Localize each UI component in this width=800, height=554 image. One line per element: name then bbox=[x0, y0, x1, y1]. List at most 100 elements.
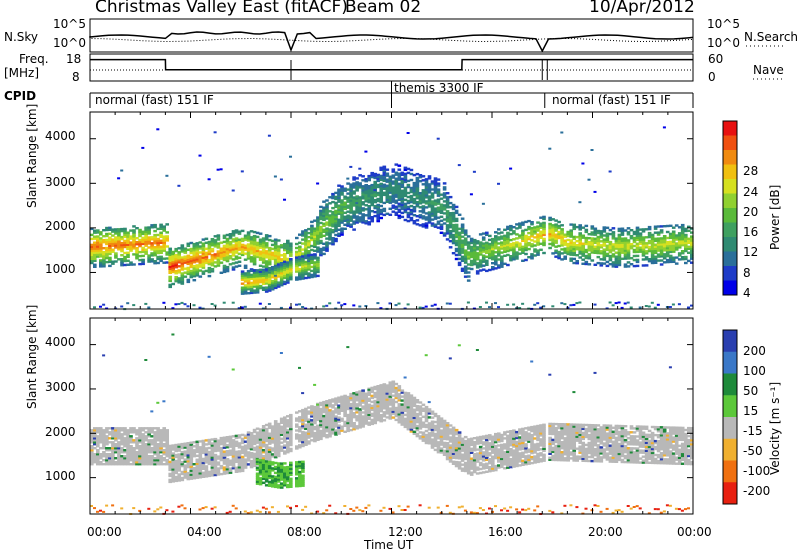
power-cell bbox=[322, 230, 326, 233]
power-cell bbox=[102, 303, 106, 306]
power-cell bbox=[563, 303, 567, 306]
power-cell bbox=[325, 249, 329, 252]
power-cell bbox=[249, 281, 254, 285]
velocity-cell bbox=[358, 394, 362, 397]
power-cell bbox=[276, 249, 281, 252]
velocity-cell bbox=[219, 438, 224, 442]
power-cell bbox=[207, 268, 212, 272]
power-cell bbox=[138, 250, 142, 254]
power-cell bbox=[279, 244, 284, 247]
velocity-cell bbox=[337, 426, 341, 429]
velocity-cell bbox=[270, 449, 275, 452]
velocity-cell bbox=[249, 438, 254, 441]
power-cell bbox=[430, 182, 435, 185]
power-cell bbox=[497, 246, 501, 249]
velocity-cell bbox=[141, 453, 145, 456]
power-cell bbox=[687, 251, 691, 254]
power-cell bbox=[608, 170, 612, 173]
power-cell bbox=[361, 179, 365, 182]
power-cell bbox=[406, 183, 411, 187]
velocity-cell bbox=[279, 476, 284, 479]
velocity-cell bbox=[129, 439, 133, 442]
velocity-cell bbox=[195, 450, 200, 453]
power-cell bbox=[617, 253, 622, 257]
power-cell bbox=[361, 221, 365, 224]
power-cell bbox=[554, 237, 558, 240]
power-cell bbox=[454, 235, 459, 239]
power-cell bbox=[316, 248, 320, 251]
power-cell bbox=[503, 250, 507, 253]
power-cell bbox=[283, 272, 287, 276]
velocity-cell bbox=[216, 455, 221, 458]
velocity-cell bbox=[219, 442, 224, 446]
power-cell bbox=[228, 245, 233, 248]
power-cell bbox=[635, 238, 640, 241]
power-cell bbox=[343, 219, 347, 222]
power-cell bbox=[289, 242, 293, 245]
velocity-cell bbox=[325, 426, 329, 429]
power-cell bbox=[114, 244, 118, 247]
power-cell bbox=[436, 184, 441, 187]
velocity-cell bbox=[325, 420, 329, 423]
power-cell bbox=[373, 200, 378, 204]
power-cell bbox=[454, 253, 459, 257]
velocity-cell bbox=[286, 451, 290, 454]
power-cell bbox=[258, 240, 263, 243]
power-cell bbox=[289, 258, 293, 261]
power-cell bbox=[521, 231, 525, 234]
velocity-cell bbox=[261, 506, 265, 509]
power-cell bbox=[301, 259, 305, 262]
power-cell bbox=[690, 257, 694, 260]
power-cell bbox=[301, 267, 305, 270]
power-cell bbox=[298, 257, 302, 261]
power-cell bbox=[249, 277, 254, 281]
power-cell bbox=[310, 273, 314, 277]
velocity-cell bbox=[340, 403, 344, 406]
power-cell bbox=[267, 246, 272, 250]
power-cell bbox=[108, 238, 112, 241]
power-cell bbox=[210, 244, 215, 247]
power-cell bbox=[313, 255, 317, 258]
velocity-cell bbox=[364, 400, 369, 403]
power-cell bbox=[560, 232, 564, 235]
power-cell bbox=[605, 236, 610, 239]
velocity-cell bbox=[367, 423, 372, 426]
velocity-cell bbox=[114, 427, 118, 430]
power-cell bbox=[279, 178, 283, 181]
velocity-cell bbox=[276, 474, 281, 477]
velocity-cell bbox=[90, 505, 94, 507]
power-cell bbox=[180, 266, 185, 269]
velocity-cell bbox=[153, 437, 157, 440]
velocity-cell bbox=[283, 446, 287, 449]
power-cell bbox=[602, 238, 607, 241]
velocity-cell bbox=[204, 459, 209, 462]
power-cell bbox=[536, 235, 540, 238]
power-cell bbox=[301, 275, 305, 278]
power-cell bbox=[289, 268, 293, 271]
velocity-cell bbox=[126, 429, 130, 432]
power-cell bbox=[497, 232, 501, 235]
power-cell bbox=[267, 248, 272, 252]
power-cell bbox=[430, 200, 435, 203]
power-cell bbox=[385, 190, 390, 193]
velocity-cell bbox=[177, 469, 182, 472]
power-cell bbox=[677, 240, 682, 243]
velocity-cell bbox=[216, 469, 221, 472]
velocity-cell bbox=[96, 437, 100, 440]
power-cell bbox=[659, 259, 664, 262]
velocity-cell bbox=[120, 441, 124, 444]
velocity-cell bbox=[298, 478, 302, 482]
power-cell bbox=[255, 269, 260, 272]
power-cell bbox=[132, 247, 136, 250]
velocity-cell bbox=[270, 437, 275, 440]
velocity-cell bbox=[129, 449, 133, 452]
power-cell bbox=[198, 257, 203, 260]
power-cell bbox=[644, 246, 649, 249]
power-cell bbox=[273, 250, 278, 253]
power-cell bbox=[96, 249, 100, 252]
power-cell bbox=[433, 185, 438, 188]
velocity-cell bbox=[310, 413, 314, 416]
power-cell bbox=[512, 254, 516, 257]
power-cell bbox=[132, 237, 136, 240]
power-cell bbox=[168, 263, 173, 266]
